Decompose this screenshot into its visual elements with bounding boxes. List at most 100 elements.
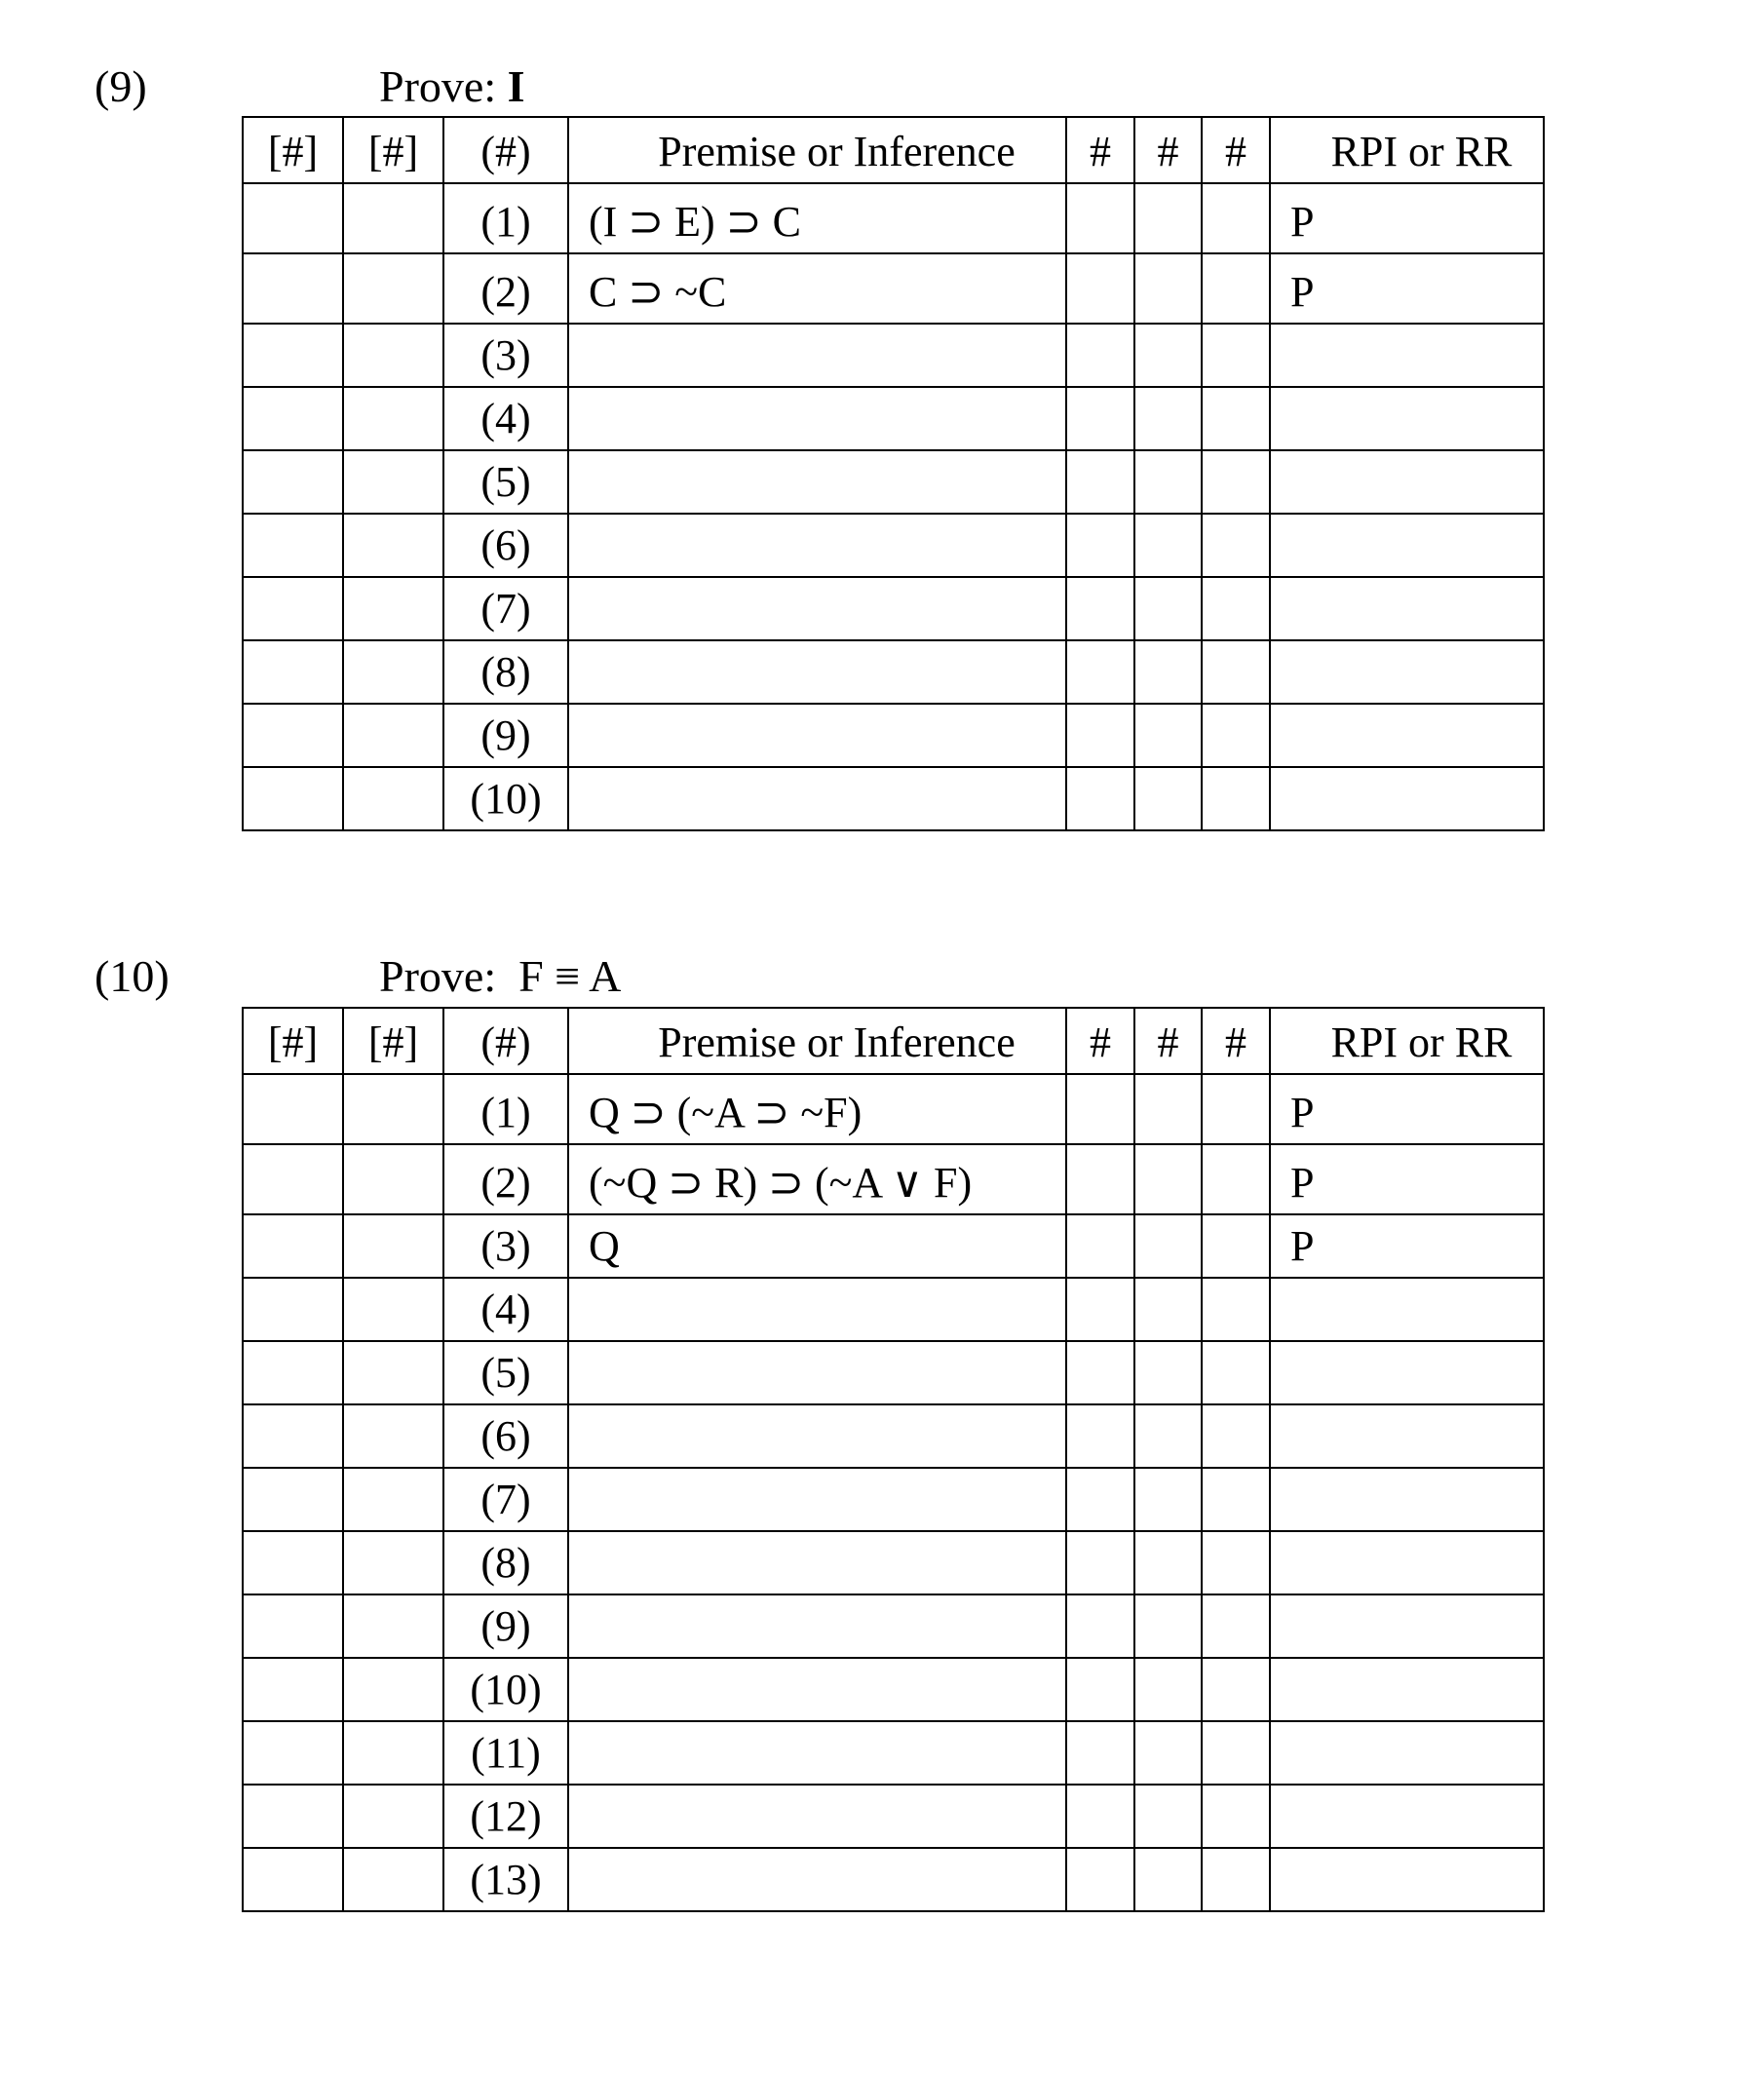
hash-cell[interactable] (1133, 1277, 1203, 1342)
hash-cell[interactable] (1133, 323, 1203, 388)
hash-cell[interactable] (1065, 1657, 1135, 1722)
hash-cell[interactable] (1065, 639, 1135, 705)
hash-cell[interactable] (1201, 1467, 1271, 1532)
bracket-cell[interactable] (342, 386, 444, 451)
premise-cell[interactable] (567, 1847, 1067, 1912)
hash-cell[interactable] (1133, 182, 1203, 254)
premise-cell[interactable]: Q (567, 1213, 1067, 1279)
hash-cell[interactable] (1065, 1213, 1135, 1279)
bracket-cell[interactable] (342, 1847, 444, 1912)
hash-cell[interactable] (1065, 386, 1135, 451)
premise-cell[interactable] (567, 703, 1067, 768)
hash-cell[interactable] (1201, 1594, 1271, 1659)
rpi-rr-cell[interactable]: P (1269, 182, 1545, 254)
bracket-cell[interactable] (242, 1467, 344, 1532)
bracket-cell[interactable] (342, 449, 444, 515)
hash-cell[interactable] (1065, 449, 1135, 515)
hash-cell[interactable] (1201, 1213, 1271, 1279)
hash-cell[interactable] (1133, 766, 1203, 831)
bracket-cell[interactable] (242, 1847, 344, 1912)
hash-cell[interactable] (1201, 182, 1271, 254)
premise-cell[interactable]: Q ⊃ (~A ⊃ ~F) (567, 1073, 1067, 1145)
hash-cell[interactable] (1201, 252, 1271, 325)
bracket-cell[interactable] (342, 1073, 444, 1145)
hash-cell[interactable] (1201, 1720, 1271, 1786)
rpi-rr-cell[interactable] (1269, 1657, 1545, 1722)
rpi-rr-cell[interactable]: P (1269, 1213, 1545, 1279)
hash-cell[interactable] (1065, 323, 1135, 388)
bracket-cell[interactable] (342, 1403, 444, 1469)
hash-cell[interactable] (1133, 513, 1203, 578)
premise-cell[interactable]: (I ⊃ E) ⊃ C (567, 182, 1067, 254)
premise-cell[interactable] (567, 1720, 1067, 1786)
bracket-cell[interactable] (242, 1143, 344, 1215)
hash-cell[interactable] (1133, 576, 1203, 641)
bracket-cell[interactable] (242, 1340, 344, 1405)
hash-cell[interactable] (1201, 449, 1271, 515)
hash-cell[interactable] (1201, 1847, 1271, 1912)
hash-cell[interactable] (1201, 323, 1271, 388)
bracket-cell[interactable] (242, 639, 344, 705)
hash-cell[interactable] (1133, 1467, 1203, 1532)
rpi-rr-cell[interactable] (1269, 576, 1545, 641)
hash-cell[interactable] (1133, 639, 1203, 705)
premise-cell[interactable] (567, 576, 1067, 641)
bracket-cell[interactable] (342, 1277, 444, 1342)
hash-cell[interactable] (1133, 1594, 1203, 1659)
rpi-rr-cell[interactable] (1269, 639, 1545, 705)
hash-cell[interactable] (1201, 1073, 1271, 1145)
bracket-cell[interactable] (342, 513, 444, 578)
bracket-cell[interactable] (342, 1530, 444, 1595)
bracket-cell[interactable] (342, 1143, 444, 1215)
premise-cell[interactable] (567, 1530, 1067, 1595)
premise-cell[interactable] (567, 639, 1067, 705)
hash-cell[interactable] (1133, 1143, 1203, 1215)
bracket-cell[interactable] (342, 1467, 444, 1532)
hash-cell[interactable] (1201, 766, 1271, 831)
rpi-rr-cell[interactable] (1269, 323, 1545, 388)
premise-cell[interactable] (567, 766, 1067, 831)
hash-cell[interactable] (1201, 1277, 1271, 1342)
hash-cell[interactable] (1201, 386, 1271, 451)
bracket-cell[interactable] (242, 182, 344, 254)
bracket-cell[interactable] (242, 703, 344, 768)
hash-cell[interactable] (1201, 639, 1271, 705)
hash-cell[interactable] (1133, 386, 1203, 451)
bracket-cell[interactable] (342, 1784, 444, 1849)
hash-cell[interactable] (1065, 1403, 1135, 1469)
premise-cell[interactable] (567, 323, 1067, 388)
hash-cell[interactable] (1065, 766, 1135, 831)
hash-cell[interactable] (1201, 576, 1271, 641)
bracket-cell[interactable] (242, 513, 344, 578)
bracket-cell[interactable] (242, 1594, 344, 1659)
bracket-cell[interactable] (242, 386, 344, 451)
hash-cell[interactable] (1133, 703, 1203, 768)
rpi-rr-cell[interactable] (1269, 1467, 1545, 1532)
rpi-rr-cell[interactable]: P (1269, 1143, 1545, 1215)
premise-cell[interactable] (567, 1784, 1067, 1849)
hash-cell[interactable] (1065, 1847, 1135, 1912)
hash-cell[interactable] (1201, 703, 1271, 768)
hash-cell[interactable] (1133, 1340, 1203, 1405)
premise-cell[interactable] (567, 1403, 1067, 1469)
bracket-cell[interactable] (342, 323, 444, 388)
bracket-cell[interactable] (242, 766, 344, 831)
rpi-rr-cell[interactable] (1269, 1277, 1545, 1342)
hash-cell[interactable] (1133, 1403, 1203, 1469)
hash-cell[interactable] (1065, 576, 1135, 641)
hash-cell[interactable] (1201, 1784, 1271, 1849)
hash-cell[interactable] (1201, 1530, 1271, 1595)
rpi-rr-cell[interactable] (1269, 513, 1545, 578)
bracket-cell[interactable] (242, 1657, 344, 1722)
bracket-cell[interactable] (342, 252, 444, 325)
bracket-cell[interactable] (342, 639, 444, 705)
rpi-rr-cell[interactable] (1269, 766, 1545, 831)
premise-cell[interactable] (567, 449, 1067, 515)
hash-cell[interactable] (1065, 1594, 1135, 1659)
bracket-cell[interactable] (342, 1594, 444, 1659)
hash-cell[interactable] (1065, 1277, 1135, 1342)
hash-cell[interactable] (1065, 1073, 1135, 1145)
premise-cell[interactable] (567, 513, 1067, 578)
rpi-rr-cell[interactable] (1269, 1403, 1545, 1469)
rpi-rr-cell[interactable] (1269, 1847, 1545, 1912)
